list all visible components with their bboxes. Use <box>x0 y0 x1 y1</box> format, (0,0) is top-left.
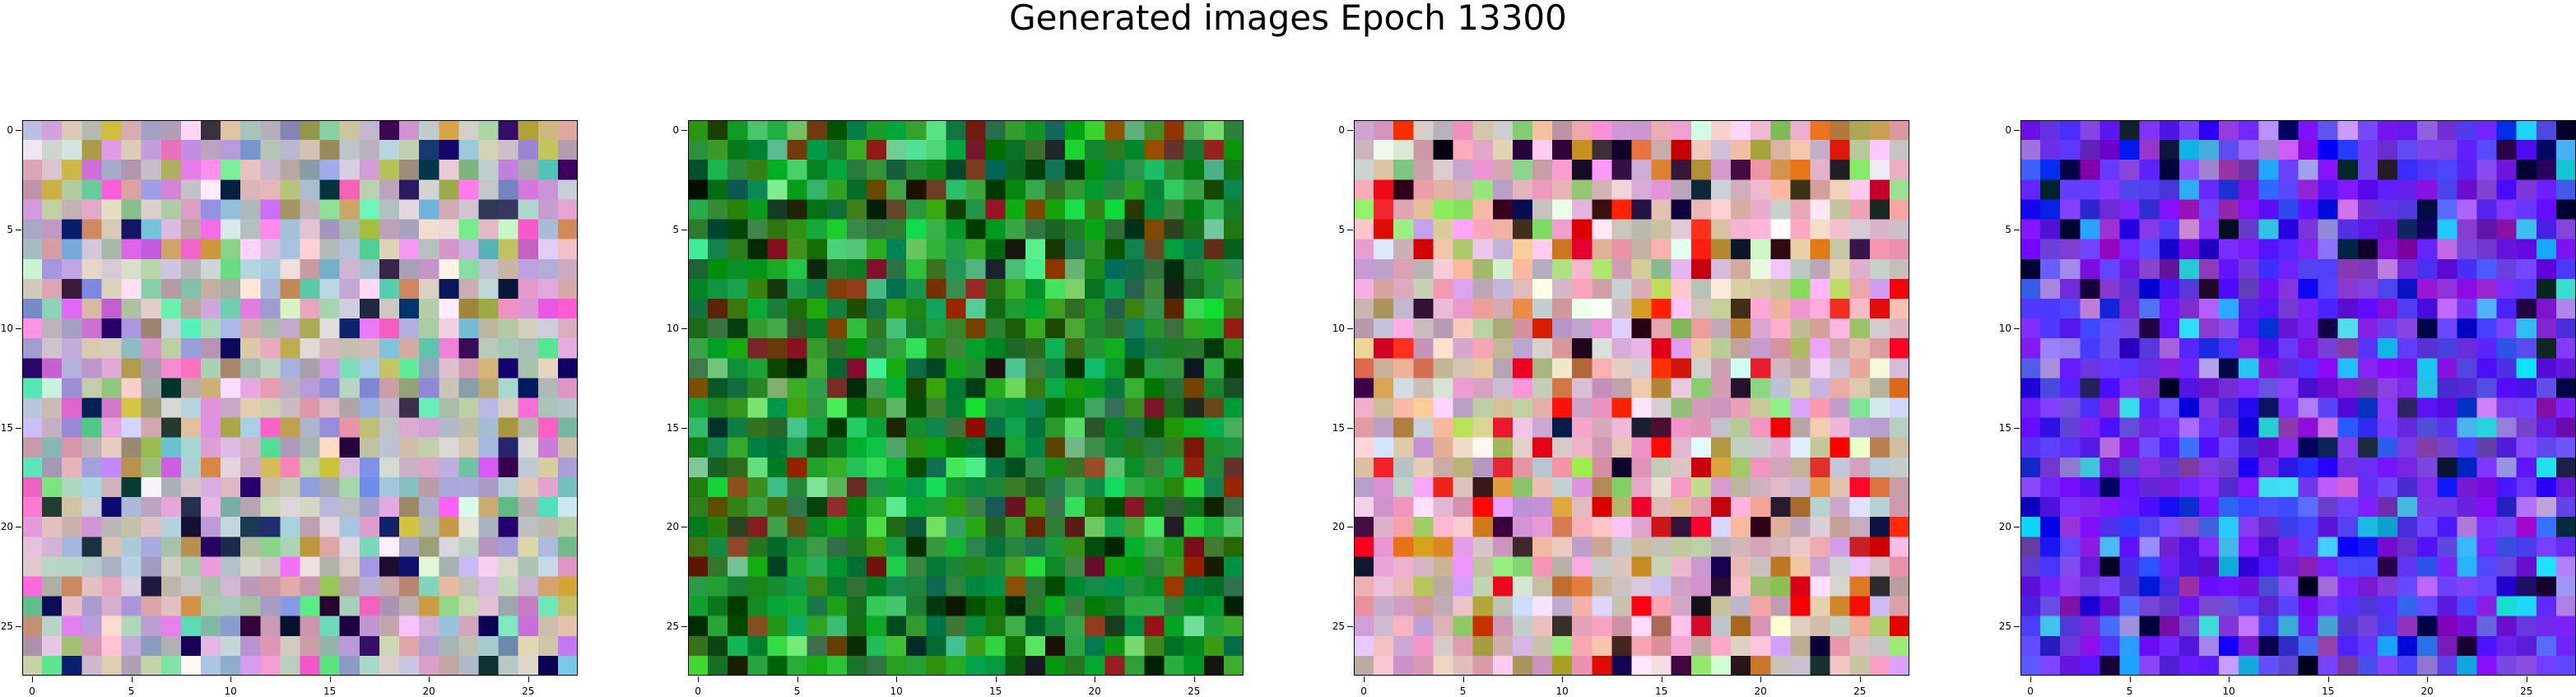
x-tick-label: 20 <box>1754 685 1767 697</box>
y-tick-label: 5 <box>2005 223 2011 235</box>
x-tick <box>797 676 798 682</box>
x-tick <box>32 676 34 682</box>
y-tick <box>16 427 21 429</box>
y-tick-label: 20 <box>666 521 679 533</box>
x-tick-label: 0 <box>1360 685 1367 697</box>
y-tick <box>681 427 687 429</box>
x-tick-label: 5 <box>793 685 801 697</box>
y-tick-label: 0 <box>1338 124 1345 137</box>
x-tick <box>230 676 232 682</box>
y-tick-label: 10 <box>1332 323 1345 335</box>
x-tick <box>131 676 133 682</box>
x-tick <box>1859 676 1861 682</box>
y-tick-label: 25 <box>1998 620 2011 632</box>
y-tick <box>1347 328 1353 330</box>
x-tick-label: 0 <box>2027 685 2034 697</box>
sample-2-pixels <box>688 120 1244 676</box>
y-tick <box>2014 328 2020 330</box>
y-tick-label: 5 <box>672 223 679 235</box>
x-tick-label: 25 <box>2520 685 2533 697</box>
y-tick <box>1347 130 1353 132</box>
x-tick-label: 25 <box>522 685 535 697</box>
y-tick <box>681 130 687 132</box>
generated-image-panel-4: 0 5 10 15 20 25 0 5 10 15 20 25 <box>1999 120 2576 697</box>
y-tick-label: 15 <box>666 421 679 434</box>
x-tick <box>1562 676 1564 682</box>
x-tick-label: 25 <box>1188 685 1201 697</box>
y-tick-label: 10 <box>666 323 679 335</box>
y-tick-label: 20 <box>1998 521 2011 533</box>
y-tick <box>2014 427 2020 429</box>
y-tick <box>1347 427 1353 429</box>
sample-4-pixels <box>2020 120 2576 676</box>
y-tick-label: 0 <box>2005 124 2011 137</box>
x-tick <box>1364 676 1365 682</box>
x-tick-label: 10 <box>224 685 237 697</box>
y-tick <box>16 130 21 132</box>
y-tick-label: 25 <box>1332 620 1345 632</box>
y-tick <box>2014 625 2020 627</box>
x-tick <box>2129 676 2131 682</box>
x-tick-label: 20 <box>1088 685 1101 697</box>
x-tick <box>1760 676 1762 682</box>
y-tick-label: 25 <box>666 620 679 632</box>
x-tick <box>2229 676 2230 682</box>
y-tick-label: 0 <box>672 124 679 137</box>
x-tick-label: 15 <box>989 685 1002 697</box>
generated-image-panel-2: 0 5 10 15 20 25 0 5 10 15 20 25 <box>667 120 1244 697</box>
x-tick <box>2327 676 2329 682</box>
y-tick <box>2014 130 2020 132</box>
x-tick-label: 10 <box>2222 685 2235 697</box>
x-tick-label: 10 <box>1555 685 1569 697</box>
x-tick-label: 0 <box>695 685 701 697</box>
x-tick-label: 15 <box>2322 685 2335 697</box>
y-tick <box>681 328 687 330</box>
y-tick <box>16 625 21 627</box>
y-tick-label: 10 <box>1998 323 2011 335</box>
x-tick <box>2030 676 2032 682</box>
x-tick <box>995 676 997 682</box>
y-tick-label: 5 <box>1338 223 1345 235</box>
sample-3-pixels <box>1354 120 1909 676</box>
x-tick-label: 5 <box>2126 685 2133 697</box>
y-tick-label: 15 <box>1332 421 1345 434</box>
y-tick <box>681 625 687 627</box>
y-tick-label: 5 <box>7 223 13 235</box>
x-tick-label: 25 <box>1853 685 1867 697</box>
generated-image-panel-3: 0 5 10 15 20 25 0 5 10 15 20 25 <box>1332 120 1909 697</box>
y-tick-label: 20 <box>0 521 13 533</box>
sample-1-pixels <box>22 120 578 676</box>
figure-title: Generated images Epoch 13300 <box>1009 0 1567 38</box>
y-tick <box>16 328 21 330</box>
x-tick <box>2427 676 2429 682</box>
generated-image-panel-1: 0 5 10 15 20 25 0 5 10 15 20 25 <box>1 120 578 697</box>
x-tick-label: 15 <box>1655 685 1668 697</box>
x-tick <box>896 676 898 682</box>
x-tick-label: 20 <box>2420 685 2434 697</box>
y-tick-label: 15 <box>0 421 13 434</box>
x-tick <box>329 676 331 682</box>
x-tick-label: 0 <box>29 685 35 697</box>
y-tick-label: 0 <box>7 124 13 137</box>
x-tick <box>698 676 700 682</box>
x-tick <box>528 676 529 682</box>
x-tick <box>429 676 430 682</box>
y-tick <box>1347 625 1353 627</box>
y-tick-label: 15 <box>1998 421 2011 434</box>
x-tick-label: 15 <box>323 685 337 697</box>
y-tick-label: 20 <box>1332 521 1345 533</box>
x-tick-label: 20 <box>422 685 435 697</box>
y-tick-label: 10 <box>0 323 13 335</box>
x-tick-label: 10 <box>890 685 903 697</box>
x-tick <box>1193 676 1195 682</box>
x-tick-label: 5 <box>1459 685 1467 697</box>
y-tick-label: 25 <box>0 620 13 632</box>
x-tick-label: 5 <box>128 685 135 697</box>
x-tick <box>1462 676 1464 682</box>
